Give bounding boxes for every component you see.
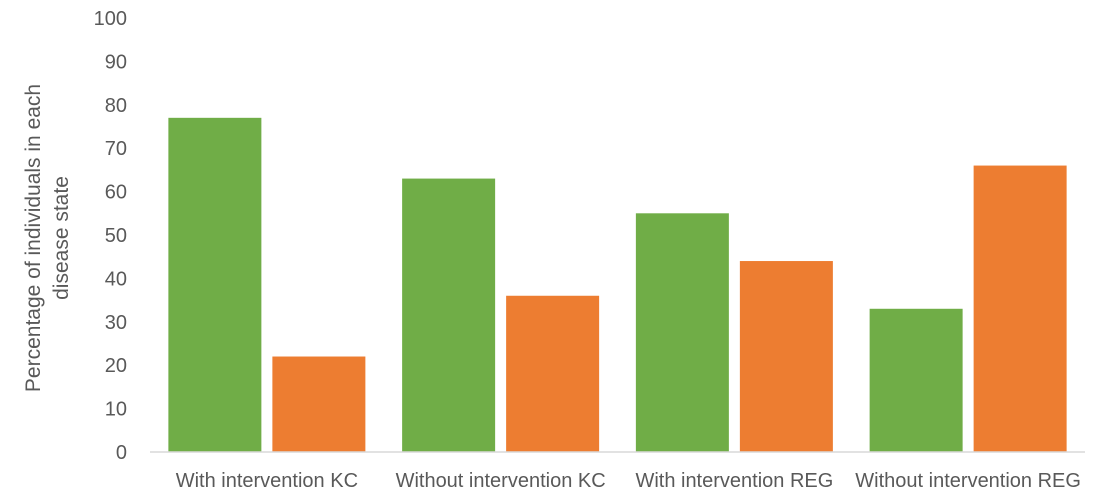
y-tick-label: 80	[105, 95, 127, 117]
y-tick-label: 70	[105, 138, 127, 160]
bar-orange-2	[506, 295, 600, 452]
y-tick-labels: 0 10 20 30 40 50 60 70 80 90 100	[94, 8, 127, 464]
y-tick-label: 0	[116, 442, 127, 464]
bar-orange-3	[739, 261, 833, 452]
x-tick-label: Without intervention REG	[855, 470, 1081, 492]
y-tick-label: 50	[105, 225, 127, 247]
bar-green-4	[869, 308, 963, 452]
y-tick-label: 40	[105, 268, 127, 290]
bar-green-3	[635, 213, 729, 452]
y-axis-title-line-2: disease state	[50, 176, 73, 300]
x-tick-label: With intervention KC	[176, 470, 358, 492]
x-tick-labels: With intervention KC Without intervention…	[176, 470, 1081, 492]
bars	[168, 117, 1067, 452]
y-tick-label: 10	[105, 399, 127, 421]
bar-orange-1	[272, 356, 366, 452]
y-tick-label: 30	[105, 312, 127, 334]
x-tick-label: Without intervention KC	[396, 470, 606, 492]
y-tick-label: 20	[105, 355, 127, 377]
bar-green-1	[168, 117, 262, 452]
x-tick-label: With intervention REG	[635, 470, 833, 492]
y-axis-title: Percentage of individuals in each diseas…	[22, 84, 73, 392]
y-tick-label: 100	[94, 8, 127, 30]
y-tick-label: 60	[105, 182, 127, 204]
y-axis-title-line-1: Percentage of individuals in each	[22, 84, 45, 392]
bar-green-2	[402, 178, 496, 452]
bar-orange-4	[973, 165, 1067, 452]
y-tick-label: 90	[105, 51, 127, 73]
